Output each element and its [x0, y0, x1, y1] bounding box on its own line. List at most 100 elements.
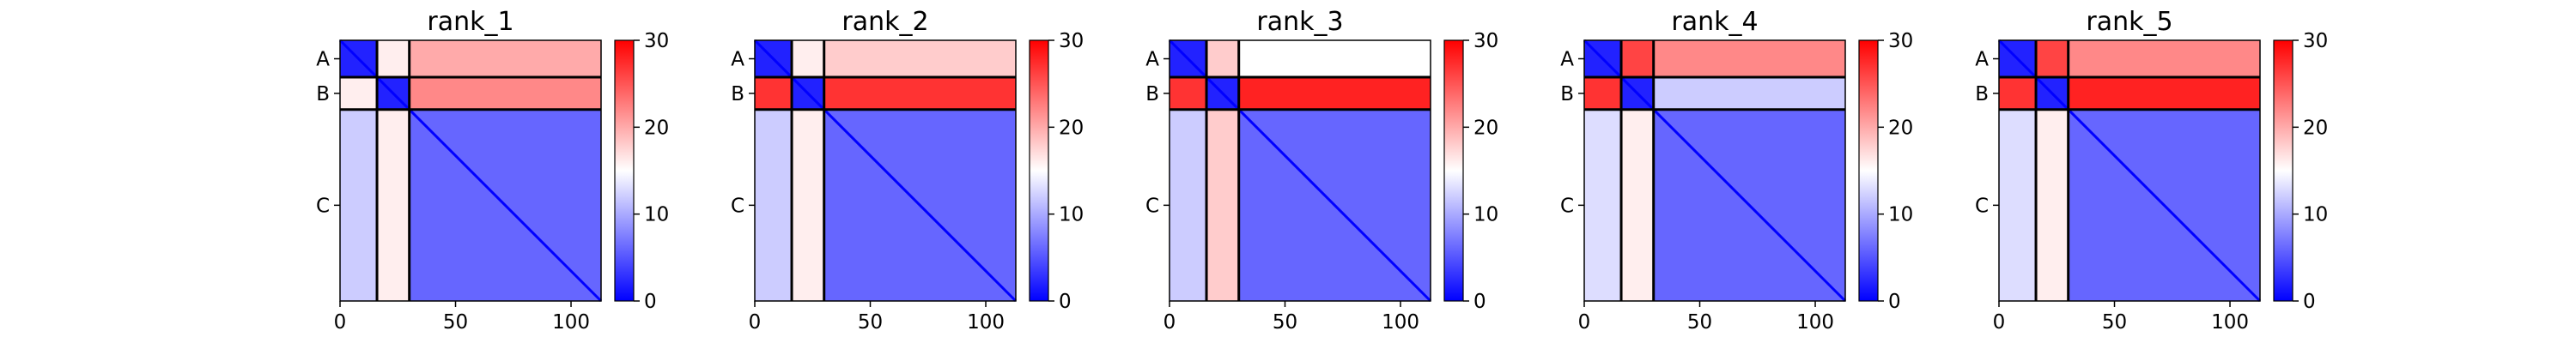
axes-frame [1169, 39, 1431, 302]
heatmap-block-A-C [1653, 40, 1845, 78]
colorbar-tick-label: 30 [1473, 30, 1498, 52]
heatmap-block-C-B [1206, 109, 1239, 301]
x-tick-label: 0 [334, 311, 347, 334]
chain-label-B: B [1560, 83, 1574, 105]
chain-label-A: A [1560, 49, 1574, 71]
chain-label-C: C [1975, 195, 1989, 217]
x-tick-label: 50 [1273, 311, 1297, 334]
colorbar [1029, 39, 1049, 302]
colorbar-tick-label: 10 [1473, 204, 1498, 226]
heatmap-block-C-A [1584, 109, 1622, 301]
chain-label-B: B [1975, 83, 1989, 105]
colorbar [1443, 39, 1464, 302]
heatmap-block-C-A [1170, 109, 1207, 301]
heatmap-block-B-A [1170, 77, 1207, 110]
heatmap-block-A-B [1206, 40, 1239, 78]
diagonal-line [1583, 39, 1847, 303]
x-tick-label: 50 [858, 311, 883, 334]
axes-frame [1583, 39, 1846, 302]
colorbar-tick-label: 20 [2303, 117, 2328, 139]
x-tick-label: 0 [1163, 311, 1176, 334]
panel-rank_4: rank_4 0 50 100 AB C 0 10 20 30 [1560, 7, 1913, 334]
heatmap-block-C-B [792, 109, 824, 301]
chain-label-A: A [1975, 49, 1989, 71]
x-tick-label: 50 [443, 311, 468, 334]
x-tick-label: 100 [967, 311, 1005, 334]
colorbar [614, 39, 635, 302]
colorbar-tick-label: 10 [1888, 204, 1913, 226]
colorbar-tick-label: 0 [1888, 291, 1901, 313]
heatmap-block-C-B [2036, 109, 2069, 301]
heatmap-block-A-B [377, 40, 410, 78]
x-tick-label: 50 [1687, 311, 1712, 334]
colorbar-tick-label: 10 [2303, 204, 2328, 226]
heatmap-block-B-A [1584, 77, 1622, 110]
heatmap-block-B-A [1999, 77, 2037, 110]
colorbar [2273, 39, 2293, 302]
diagonal-line [338, 39, 603, 303]
diagonal-line [753, 39, 1018, 303]
chain-label-B: B [1145, 83, 1159, 105]
heatmap-block-A-B [792, 40, 824, 78]
x-tick-label: 0 [749, 311, 762, 334]
colorbar-tick-label: 30 [1888, 30, 1913, 52]
diagonal-line [1997, 39, 2262, 303]
colorbar-tick-label: 10 [1059, 204, 1084, 226]
panel-title: rank_3 [1256, 7, 1343, 37]
heatmap-block-A-C [823, 40, 1016, 78]
colorbar-tick-label: 20 [644, 117, 669, 139]
panel-rank_3: rank_3 0 50 100 AB C 0 10 20 30 [1145, 7, 1498, 334]
chain-label-C: C [731, 195, 744, 217]
diagonal-line [1168, 39, 1432, 303]
chain-label-A: A [1145, 49, 1159, 71]
colorbar-tick-label: 20 [1473, 117, 1498, 139]
chain-label-B: B [316, 83, 330, 105]
x-tick-label: 0 [1578, 311, 1591, 334]
colorbar-tick-label: 0 [1059, 291, 1072, 313]
colorbar-tick-label: 10 [644, 204, 669, 226]
heatmap-block-C-A [1999, 109, 2037, 301]
x-tick-label: 100 [2211, 311, 2249, 334]
x-tick-label: 100 [1382, 311, 1419, 334]
colorbar-tick-label: 20 [1888, 117, 1913, 139]
heatmap-block-B-C [409, 77, 601, 110]
heatmap-block-B-A [340, 77, 378, 110]
heatmap-block-A-B [2036, 40, 2069, 78]
axes-frame [1998, 39, 2261, 302]
x-tick-label: 100 [1796, 311, 1834, 334]
heatmap-block-A-C [2068, 40, 2260, 78]
heatmap-block-C-A [755, 109, 793, 301]
colorbar-tick-label: 20 [1059, 117, 1084, 139]
heatmap-block-B-C [1653, 77, 1845, 110]
heatmap-block-B-C [823, 77, 1016, 110]
panel-rank_1: rank_1 0 50 100 AB C 0 10 20 30 [316, 7, 669, 334]
panel-rank_5: rank_5 0 50 100 AB C 0 10 20 30 [1975, 7, 2328, 334]
x-tick-label: 0 [1993, 311, 2006, 334]
colorbar [1858, 39, 1879, 302]
chain-label-C: C [316, 195, 330, 217]
heatmap-block-A-C [1238, 40, 1431, 78]
heatmap-block-A-B [1621, 40, 1654, 78]
colorbar-tick-label: 0 [2303, 291, 2316, 313]
heatmap-block-C-B [377, 109, 410, 301]
x-tick-label: 100 [552, 311, 590, 334]
x-tick-label: 50 [2102, 311, 2127, 334]
heatmap-block-C-A [340, 109, 378, 301]
heatmap-block-C-B [1621, 109, 1654, 301]
chain-label-C: C [1560, 195, 1574, 217]
panel-title: rank_5 [2086, 7, 2172, 37]
axes-frame [754, 39, 1017, 302]
colorbar-tick-label: 0 [1473, 291, 1486, 313]
heatmap-block-A-C [409, 40, 601, 78]
panel-title: rank_1 [427, 7, 513, 37]
panel-title: rank_4 [1671, 7, 1758, 37]
colorbar-tick-label: 0 [644, 291, 657, 313]
colorbar-tick-label: 30 [644, 30, 669, 52]
panel-title: rank_2 [841, 7, 928, 37]
heatmap-block-B-C [2068, 77, 2260, 110]
chain-label-B: B [731, 83, 744, 105]
panel-rank_2: rank_2 0 50 100 AB C 0 10 20 30 [731, 7, 1084, 334]
axes-frame [339, 39, 602, 302]
heatmap-block-B-A [755, 77, 793, 110]
